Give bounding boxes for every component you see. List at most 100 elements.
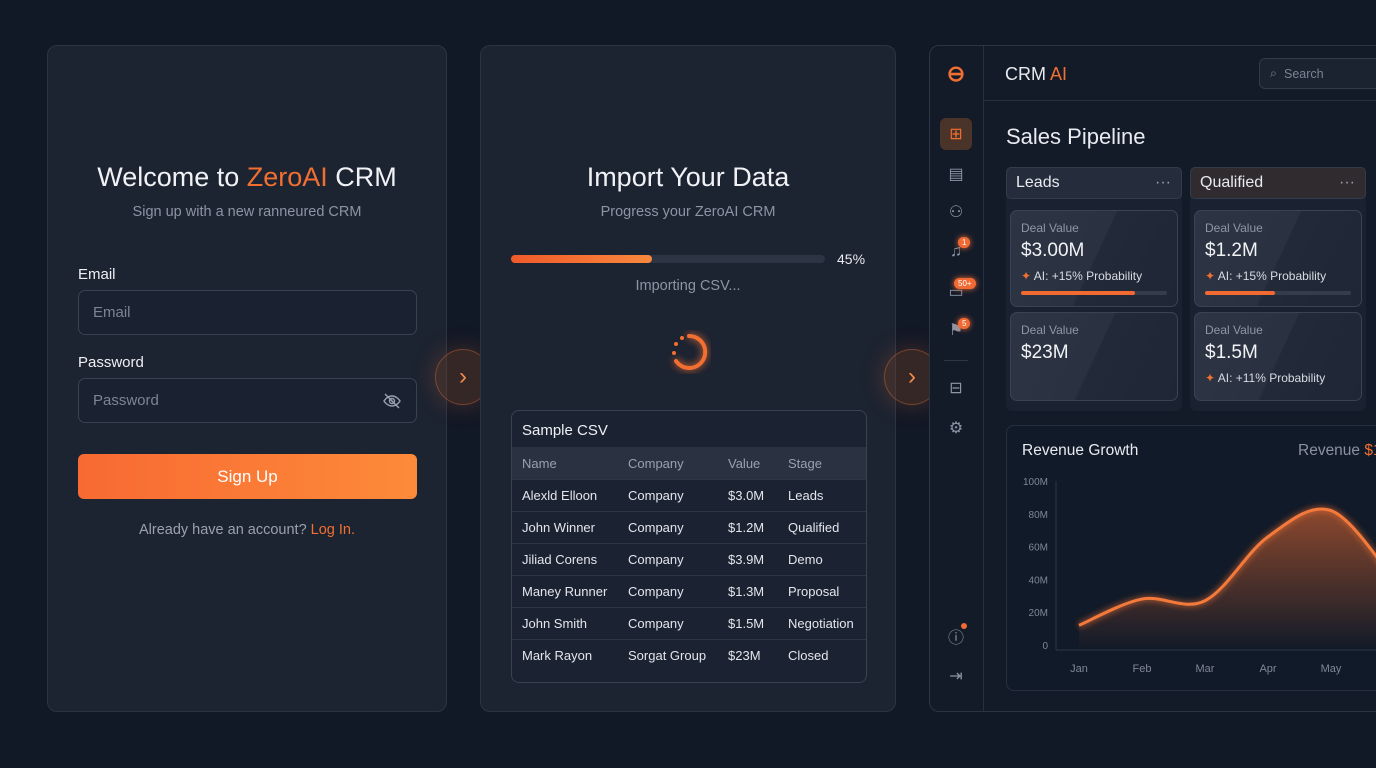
import-progress-bar: [511, 255, 825, 263]
revenue-chart: 020M40M60M80M100MJanFebMarAprMayJun: [1023, 477, 1376, 675]
table-row[interactable]: Maney Runner Company $1.3M Proposal: [512, 575, 866, 607]
chevron-right-icon: ›: [459, 363, 467, 390]
table-cell: Negotiation: [788, 616, 854, 631]
password-placeholder: Password: [93, 392, 159, 409]
search-input[interactable]: ⌕ Search: [1259, 58, 1376, 89]
chevron-right-icon: ›: [908, 363, 916, 390]
briefcase-icon[interactable]: ⊟: [949, 380, 963, 397]
revenue-line: [1078, 507, 1376, 627]
table-row[interactable]: Jiliad Corens Company $3.9M Demo: [512, 543, 866, 575]
table-cell: $1.2M: [728, 520, 765, 535]
probability-bar: [1205, 291, 1351, 295]
header-company: Company: [628, 455, 684, 471]
table-cell: Demo: [788, 552, 823, 567]
header-divider: [984, 100, 1376, 101]
more-icon[interactable]: ···: [1155, 174, 1171, 191]
revenue-total: Revenue $1: [1298, 442, 1376, 459]
x-tick-label: Jan: [1070, 663, 1088, 675]
users-icon[interactable]: ⚇: [948, 204, 964, 221]
pipeline-column-leads: Leads ··· Deal Value $3.00M ✦ AI: +15% Prob…: [1006, 167, 1182, 411]
dashboard-panel: ⊖ ⊞ ▤ ⚇ ♫ 1 ▭ 50+ ⚑ 5 ⊟ ⚙ ⓘ ⇥ CRM AI ⌕ Se…: [929, 45, 1376, 712]
email-label: Email: [78, 266, 116, 283]
deal-card[interactable]: Deal Value $3.00M ✦ AI: +15% Probability: [1010, 210, 1178, 307]
sidebar-divider: [944, 360, 968, 361]
sample-csv-table: Sample CSV Name Company Value Stage Alexld …: [511, 410, 867, 683]
table-cell: Sorgat Group: [628, 648, 707, 663]
chart-title: Revenue Growth: [1022, 442, 1139, 459]
table-cell: Maney Runner: [522, 584, 608, 599]
y-tick-label: 0: [1042, 641, 1048, 652]
table-row[interactable]: John Smith Company $1.5M Negotiation: [512, 607, 866, 639]
signup-panel: Welcome to ZeroAI CRM Sign up with a new…: [47, 45, 447, 712]
progress-percent: 45%: [837, 251, 866, 267]
y-tick-label: 20M: [1029, 608, 1048, 619]
loading-spinner-icon: [672, 333, 708, 370]
deal-card[interactable]: Deal Value $23M: [1010, 312, 1178, 401]
sparkle-icon: ✦: [1021, 269, 1034, 283]
revenue-area: [1079, 509, 1376, 650]
y-tick-label: 80M: [1029, 510, 1048, 521]
sparkle-icon: ✦: [1205, 371, 1218, 385]
table-cell: $1.5M: [728, 616, 765, 631]
table-cell: $3.0M: [728, 488, 765, 503]
table-cell: Company: [628, 584, 684, 599]
table-row[interactable]: Mark Rayon Sorgat Group $23M Closed: [512, 639, 866, 671]
y-tick-label: 100M: [1023, 477, 1048, 488]
table-cell: $23M: [728, 648, 761, 663]
x-tick-label: May: [1321, 663, 1342, 675]
progress-fill: [511, 255, 653, 263]
table-cell: Company: [628, 552, 684, 567]
table-caption: Sample CSV: [522, 422, 608, 439]
app-brand: CRM AI: [1005, 64, 1068, 84]
deal-card[interactable]: Deal Value $1.2M ✦ AI: +15% Probability: [1194, 210, 1362, 307]
sparkle-icon: ✦: [1205, 269, 1218, 283]
table-row[interactable]: John Winner Company $1.2M Qualified: [512, 511, 866, 543]
table-cell: Proposal: [788, 584, 840, 599]
page-title: Sales Pipeline: [1006, 124, 1146, 149]
dashboard-grid-icon[interactable]: ⊞: [940, 118, 972, 150]
import-status: Importing CSV...: [635, 278, 741, 294]
y-tick-label: 40M: [1029, 575, 1048, 586]
deal-card[interactable]: Deal Value $1.5M ✦ AI: +11% Probability: [1194, 312, 1362, 401]
table-cell: $1.3M: [728, 584, 765, 599]
table-cell: John Winner: [522, 520, 595, 535]
signup-title: Welcome to ZeroAI CRM: [97, 162, 397, 192]
table-header-row: Name Company Value Stage: [512, 447, 866, 479]
password-input[interactable]: Password: [78, 378, 417, 423]
table-cell: Jiliad Corens: [522, 552, 598, 567]
table-cell: Closed: [788, 648, 829, 663]
import-subtitle: Progress your ZeroAI CRM: [600, 204, 776, 220]
table-cell: Company: [628, 488, 684, 503]
eye-off-icon[interactable]: [382, 391, 402, 411]
signup-subtitle: Sign up with a new ranneured CRM: [132, 204, 362, 220]
table-cell: Alexld Elloon: [522, 488, 598, 503]
table-cell: John Smith: [522, 616, 588, 631]
table-cell: Mark Rayon: [522, 648, 593, 663]
x-tick-label: Apr: [1259, 663, 1276, 675]
more-icon[interactable]: ···: [1339, 174, 1355, 191]
table-row[interactable]: Alexld Elloon Company $3.0M Leads: [512, 479, 866, 511]
email-input[interactable]: Email: [78, 290, 417, 335]
password-label: Password: [78, 354, 144, 371]
sidebar: ⊖ ⊞ ▤ ⚇ ♫ 1 ▭ 50+ ⚑ 5 ⊟ ⚙ ⓘ ⇥: [930, 46, 984, 711]
header-stage: Stage: [788, 455, 822, 471]
help-icon[interactable]: ⓘ: [947, 630, 964, 647]
search-icon: ⌕: [1270, 66, 1278, 80]
import-title: Import Your Data: [586, 162, 790, 192]
email-placeholder: Email: [93, 304, 131, 321]
pipeline-column-qualified: Qualified ··· Deal Value $1.2M ✦ AI: +15% P…: [1190, 167, 1366, 411]
bell-icon[interactable]: ♫: [950, 243, 962, 260]
help-dot: [961, 623, 967, 629]
header-name: Name: [522, 455, 557, 471]
probability-bar: [1021, 291, 1167, 295]
logout-icon[interactable]: ⇥: [949, 668, 963, 685]
clipboard-icon[interactable]: ▤: [948, 166, 964, 183]
table-cell: Qualified: [788, 520, 840, 535]
login-link[interactable]: Log In.: [310, 522, 356, 538]
sign-up-button[interactable]: Sign Up: [78, 454, 417, 499]
y-tick-label: 60M: [1029, 543, 1048, 554]
x-tick-label: Feb: [1133, 663, 1152, 675]
bell-badge: 1: [958, 237, 971, 248]
login-prompt: Already have an account? Log In.: [138, 522, 356, 538]
settings-gear-icon[interactable]: ⚙: [948, 420, 964, 437]
